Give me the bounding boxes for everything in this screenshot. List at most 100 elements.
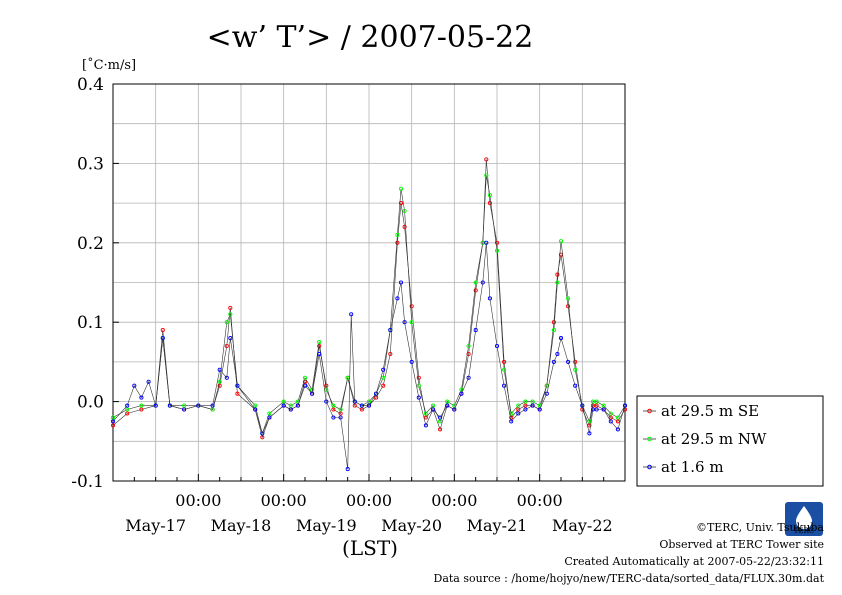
data-point bbox=[160, 336, 165, 341]
data-point bbox=[139, 395, 144, 400]
data-point bbox=[324, 399, 329, 404]
legend-label: at 29.5 m SE bbox=[661, 402, 759, 420]
data-point bbox=[139, 407, 144, 412]
credit-observed: Observed at TERC Tower site bbox=[659, 538, 824, 551]
data-point bbox=[388, 351, 393, 357]
data-point bbox=[558, 239, 564, 244]
data-point bbox=[523, 403, 528, 408]
data-point bbox=[228, 305, 233, 310]
data-point bbox=[182, 407, 187, 412]
data-point bbox=[125, 403, 130, 408]
x-time-tick-label: 00:00 bbox=[261, 491, 307, 510]
y-tick-label: 0.2 bbox=[77, 234, 104, 254]
data-point bbox=[217, 379, 222, 384]
data-point bbox=[516, 411, 521, 416]
x-time-tick-label: 00:00 bbox=[346, 491, 392, 510]
data-point bbox=[310, 391, 315, 396]
data-point bbox=[395, 240, 400, 245]
data-point bbox=[438, 419, 443, 424]
data-point bbox=[558, 336, 564, 341]
data-point bbox=[395, 296, 400, 301]
data-point bbox=[359, 403, 364, 408]
credit-source: Data source : /home/hojyo/new/TERC-data/… bbox=[433, 572, 825, 585]
credit-copyright: ©TERC, Univ. Tsukuba bbox=[695, 521, 824, 534]
x-date-label: May-19 bbox=[296, 516, 357, 535]
data-point bbox=[516, 403, 521, 408]
data-point bbox=[566, 359, 571, 364]
data-point bbox=[295, 403, 300, 408]
data-point bbox=[537, 407, 542, 412]
data-point bbox=[487, 201, 492, 206]
data-point bbox=[253, 403, 258, 408]
legend-marker bbox=[647, 408, 652, 414]
data-point bbox=[430, 407, 436, 412]
data-point bbox=[260, 431, 265, 436]
data-point bbox=[494, 248, 500, 253]
data-point bbox=[398, 201, 404, 206]
data-point bbox=[473, 328, 478, 333]
data-point bbox=[317, 343, 322, 349]
data-point bbox=[594, 403, 599, 408]
data-point bbox=[430, 403, 436, 408]
chart-title: <w’ T’> / 2007-05-22 bbox=[207, 20, 534, 55]
data-point bbox=[402, 224, 407, 229]
data-point bbox=[224, 320, 229, 325]
data-point bbox=[349, 312, 354, 317]
data-point bbox=[487, 296, 492, 301]
x-date-label: May-17 bbox=[125, 516, 186, 535]
data-point bbox=[317, 351, 322, 357]
data-point bbox=[523, 399, 528, 404]
y-tick-label: -0.1 bbox=[71, 472, 104, 492]
data-point bbox=[459, 391, 464, 396]
data-point bbox=[594, 407, 599, 412]
data-point bbox=[160, 328, 165, 333]
data-point bbox=[409, 359, 414, 364]
data-point bbox=[573, 367, 578, 372]
data-point bbox=[302, 379, 308, 384]
data-point bbox=[608, 415, 613, 420]
data-point bbox=[587, 423, 592, 428]
data-point bbox=[555, 280, 560, 285]
data-point bbox=[210, 407, 215, 412]
x-time-tick-label: 00:00 bbox=[431, 491, 477, 510]
data-point bbox=[494, 240, 500, 245]
data-point bbox=[402, 320, 407, 325]
x-date-label: May-20 bbox=[381, 516, 442, 535]
data-point bbox=[281, 403, 286, 408]
legend: at 29.5 m SE at 29.5 m NW at 1.6 m bbox=[636, 395, 824, 487]
data-point bbox=[416, 395, 421, 400]
data-point bbox=[551, 320, 556, 325]
data-point bbox=[452, 407, 457, 412]
data-point bbox=[338, 411, 343, 416]
data-point bbox=[366, 403, 372, 408]
data-point bbox=[580, 403, 585, 408]
data-point bbox=[224, 375, 229, 380]
data-point bbox=[196, 403, 201, 408]
data-point bbox=[551, 359, 556, 364]
legend-marker bbox=[647, 464, 652, 470]
data-point bbox=[516, 407, 521, 412]
data-point bbox=[388, 328, 393, 333]
data-point bbox=[530, 403, 535, 408]
y-axis-unit: [˚C·m/s] bbox=[82, 57, 136, 73]
y-tick-label: 0.0 bbox=[77, 393, 104, 413]
data-point bbox=[466, 343, 471, 349]
data-point bbox=[110, 415, 116, 420]
data-point bbox=[573, 359, 578, 364]
data-point bbox=[551, 328, 556, 333]
data-point bbox=[302, 383, 308, 388]
x-time-tick-label: 00:00 bbox=[175, 491, 221, 510]
data-point bbox=[260, 435, 265, 440]
y-tick-label: 0.1 bbox=[77, 313, 104, 333]
terc-logo: TERC bbox=[785, 502, 823, 536]
legend-marker bbox=[647, 436, 652, 442]
y-tick-label: 0.4 bbox=[77, 75, 104, 95]
data-point bbox=[587, 431, 592, 436]
series-3 bbox=[110, 240, 628, 472]
data-point bbox=[217, 367, 222, 372]
data-point bbox=[253, 407, 258, 412]
data-point bbox=[352, 399, 357, 404]
data-point bbox=[423, 423, 428, 428]
data-point bbox=[484, 173, 489, 178]
